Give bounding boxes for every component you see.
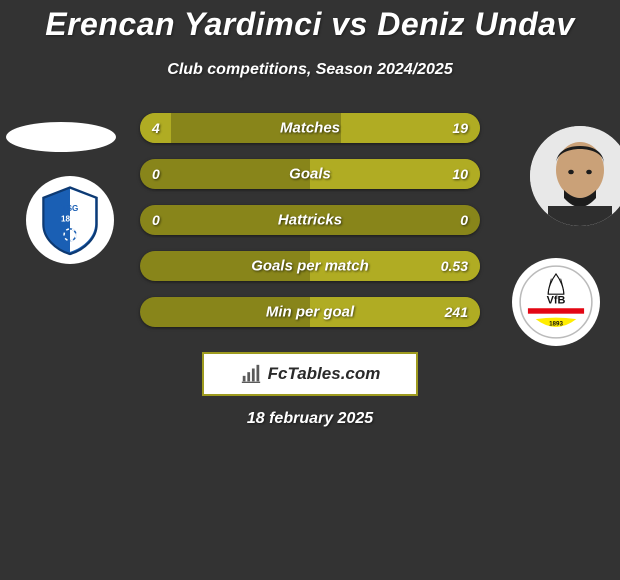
stat-value-left: 4 [152, 120, 160, 136]
stat-label: Goals [289, 166, 331, 183]
subtitle: Club competitions, Season 2024/2025 [0, 61, 620, 79]
stat-value-right: 10 [452, 166, 468, 182]
stat-value-right: 0 [460, 212, 468, 228]
stats-area: 4 19 Matches 0 10 Goals 0 0 Hattricks 0.53 Goals p… [0, 113, 620, 353]
stat-label: Matches [280, 120, 340, 137]
stat-label: Hattricks [278, 212, 342, 229]
chart-bars-icon [240, 363, 262, 385]
stat-value-right: 19 [452, 120, 468, 136]
brand-text: FcTables.com [268, 364, 381, 384]
page-title: Erencan Yardimci vs Deniz Undav [0, 0, 620, 43]
stat-label: Goals per match [251, 258, 369, 275]
brand-box[interactable]: FcTables.com [202, 352, 418, 396]
stat-value-left: 0 [152, 166, 160, 182]
stat-row: 0.53 Goals per match [140, 251, 480, 281]
stat-value-left: 0 [152, 212, 160, 228]
stat-row: 241 Min per goal [140, 297, 480, 327]
stat-value-right: 241 [445, 304, 468, 320]
stat-row: 0 10 Goals [140, 159, 480, 189]
stat-label: Min per goal [266, 304, 354, 321]
stat-bars: 4 19 Matches 0 10 Goals 0 0 Hattricks 0.53 Goals p… [140, 113, 480, 343]
stat-row: 4 19 Matches [140, 113, 480, 143]
date-line: 18 february 2025 [247, 410, 373, 428]
stat-row: 0 0 Hattricks [140, 205, 480, 235]
stat-value-right: 0.53 [441, 258, 468, 274]
